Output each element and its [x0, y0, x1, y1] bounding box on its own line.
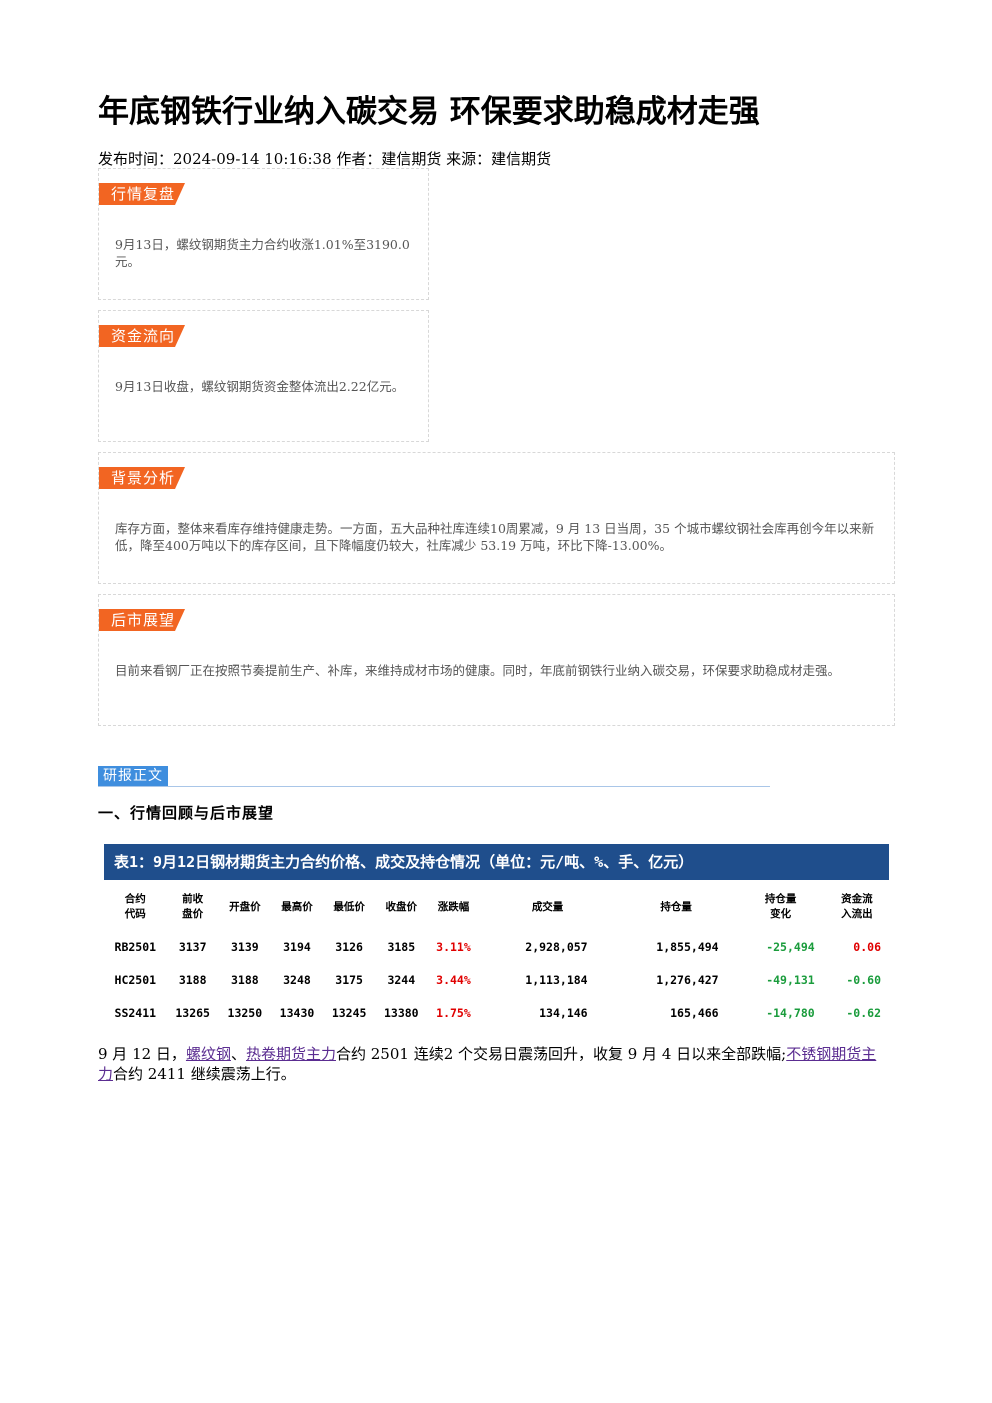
table-cell: 0.06	[853, 939, 881, 954]
link-rebar[interactable]: 螺纹钢	[185, 1045, 231, 1063]
report-body-header: 研报正文	[98, 766, 770, 787]
table-cell: 1.75%	[436, 1005, 471, 1020]
table-row: SS2411 13265 13250 13430 13245 13380 1.75% 134,…	[104, 996, 889, 1029]
column-header-text: 变化	[770, 908, 792, 920]
table-cell: 3.11%	[436, 939, 471, 954]
column-header-text: 合约	[124, 893, 146, 905]
column-header-text: 成交量	[531, 900, 564, 913]
table-cell: 3185	[387, 939, 416, 954]
column-header: 前收 盘价	[167, 884, 219, 930]
column-header-text: 持仓量	[660, 900, 692, 913]
column-header: 收盘价	[375, 884, 427, 930]
column-header-text: 最低价	[333, 900, 365, 913]
box-text: 9月13日收盘，螺纹钢期货资金整体流出2.22亿元。	[115, 379, 405, 394]
table-cell: 3.44%	[436, 972, 471, 987]
table-row: HC2501 3188 3188 3248 3175 3244 3.44% 1,113,184…	[104, 963, 889, 996]
table-cell: 165,466	[670, 1005, 719, 1020]
table-title: 表1：9月12日钢材期货主力合约价格、成交及持仓情况（单位：元/吨、%、手、亿元…	[104, 844, 889, 880]
body-paragraph: 9 月 12 日，螺纹钢、热卷期货主力合约 2501 连续2 个交易日震荡回升，…	[98, 1044, 890, 1084]
table-cell: 3175	[335, 972, 363, 987]
box-tag: 行情复盘	[99, 183, 185, 205]
link-stainless-futures[interactable]: 不锈钢期货主力	[98, 1045, 877, 1083]
table-cell: -49,131	[766, 972, 815, 987]
table-cell: 3194	[283, 939, 311, 954]
column-header: 最高价	[271, 884, 323, 930]
box-text: 9月13日，螺纹钢期货主力合约收涨1.01%至3190.0元。	[115, 237, 410, 269]
table-cell: 1,113,184	[525, 972, 588, 987]
futures-table: 合约 代码 前收 盘价 开盘价 最高价 最低价 收盘价 涨跌幅 成交量 持仓量 持仓量 变化 资金流 入流出…	[104, 884, 889, 1029]
report-body-tag: 研报正文	[98, 766, 168, 786]
table-cell: 3188	[230, 972, 259, 987]
table-cell: 3244	[387, 972, 416, 987]
paragraph-text: 9 月 12 日，	[98, 1045, 186, 1063]
table-cell: 3126	[335, 939, 363, 954]
box-tag: 后市展望	[99, 609, 185, 631]
table-cell: HC2501	[114, 972, 157, 987]
table-cell: 3188	[178, 972, 207, 987]
section-heading: 一、行情回顾与后市展望	[98, 804, 275, 822]
column-header: 持仓量 变化	[737, 884, 825, 930]
column-header-text: 盘价	[182, 908, 204, 920]
table-cell: -14,780	[766, 1005, 815, 1020]
column-header: 持仓量	[616, 884, 737, 930]
table-cell: 13245	[331, 1005, 367, 1020]
paragraph-text: 合约 2411 继续震荡上行。	[113, 1065, 296, 1083]
table-cell: 3248	[283, 972, 311, 987]
table-row: RB2501 3137 3139 3194 3126 3185 3.11% 2,928,057…	[104, 930, 889, 963]
article-meta: 发布时间：2024-09-14 10:16:38 作者：建信期货 来源：建信期货	[98, 150, 552, 168]
table-cell: 2,928,057	[525, 939, 588, 954]
table-cell: -0.62	[846, 1005, 881, 1020]
table-cell: 3139	[230, 939, 259, 954]
box-tag: 资金流向	[99, 325, 185, 347]
summary-box-market-review: 行情复盘 9月13日，螺纹钢期货主力合约收涨1.01%至3190.0元。	[98, 168, 429, 300]
column-header-text: 收盘价	[385, 900, 418, 913]
column-header-text: 持仓量	[764, 893, 797, 905]
summary-box-capital-flow: 资金流向 9月13日收盘，螺纹钢期货资金整体流出2.22亿元。	[98, 310, 429, 442]
summary-box-background: 背景分析 库存方面，整体来看库存维持健康走势。一方面，五大品种社库连续10周累减…	[98, 452, 895, 584]
column-header-text: 最高价	[281, 900, 313, 913]
column-header: 资金流 入流出	[825, 884, 889, 930]
table-cell: -0.60	[846, 972, 881, 987]
box-text: 库存方面，整体来看库存维持健康走势。一方面，五大品种社库连续10周累减，9 月 …	[115, 521, 875, 553]
table-cell: -25,494	[766, 939, 815, 954]
column-header-text: 开盘价	[229, 900, 261, 913]
table-cell: 1,855,494	[656, 939, 719, 954]
table-cell: RB2501	[114, 939, 157, 954]
column-header-text: 前收	[182, 893, 204, 905]
column-header: 开盘价	[219, 884, 271, 930]
table-cell: 13250	[227, 1005, 263, 1020]
column-header-text: 资金流	[841, 893, 873, 905]
table-cell: 13380	[383, 1005, 419, 1020]
column-header: 最低价	[323, 884, 375, 930]
column-header-text: 代码	[124, 908, 146, 920]
table-cell: 1,276,427	[656, 972, 719, 987]
box-tag: 背景分析	[99, 467, 185, 489]
table-cell: SS2411	[114, 1005, 157, 1020]
table-header-row: 合约 代码 前收 盘价 开盘价 最高价 最低价 收盘价 涨跌幅 成交量 持仓量 持仓量 变化 资金流 入流出	[104, 884, 889, 930]
column-header: 涨跌幅	[427, 884, 479, 930]
table-cell: 3137	[178, 939, 207, 954]
box-text: 目前来看钢厂正在按照节奏提前生产、补库，来维持成材市场的健康。同时，年底前钢铁行…	[115, 663, 841, 678]
paragraph-text: 、	[230, 1045, 246, 1063]
paragraph-text: 合约 2501 连续2 个交易日震荡回升，收复 9 月 4 日以来全部跌幅;	[335, 1045, 787, 1063]
summary-box-outlook: 后市展望 目前来看钢厂正在按照节奏提前生产、补库，来维持成材市场的健康。同时，年…	[98, 594, 895, 726]
table-cell: 13430	[279, 1005, 315, 1020]
article-title: 年底钢铁行业纳入碳交易 环保要求助稳成材走强	[98, 94, 760, 130]
table-cell: 134,146	[539, 1005, 588, 1020]
column-header: 成交量	[480, 884, 616, 930]
column-header-text: 涨跌幅	[437, 900, 470, 913]
table-cell: 13265	[175, 1005, 210, 1020]
column-header-text: 入流出	[841, 908, 873, 920]
link-hot-coil-futures[interactable]: 热卷期货主力	[245, 1045, 336, 1063]
column-header: 合约 代码	[104, 884, 167, 930]
